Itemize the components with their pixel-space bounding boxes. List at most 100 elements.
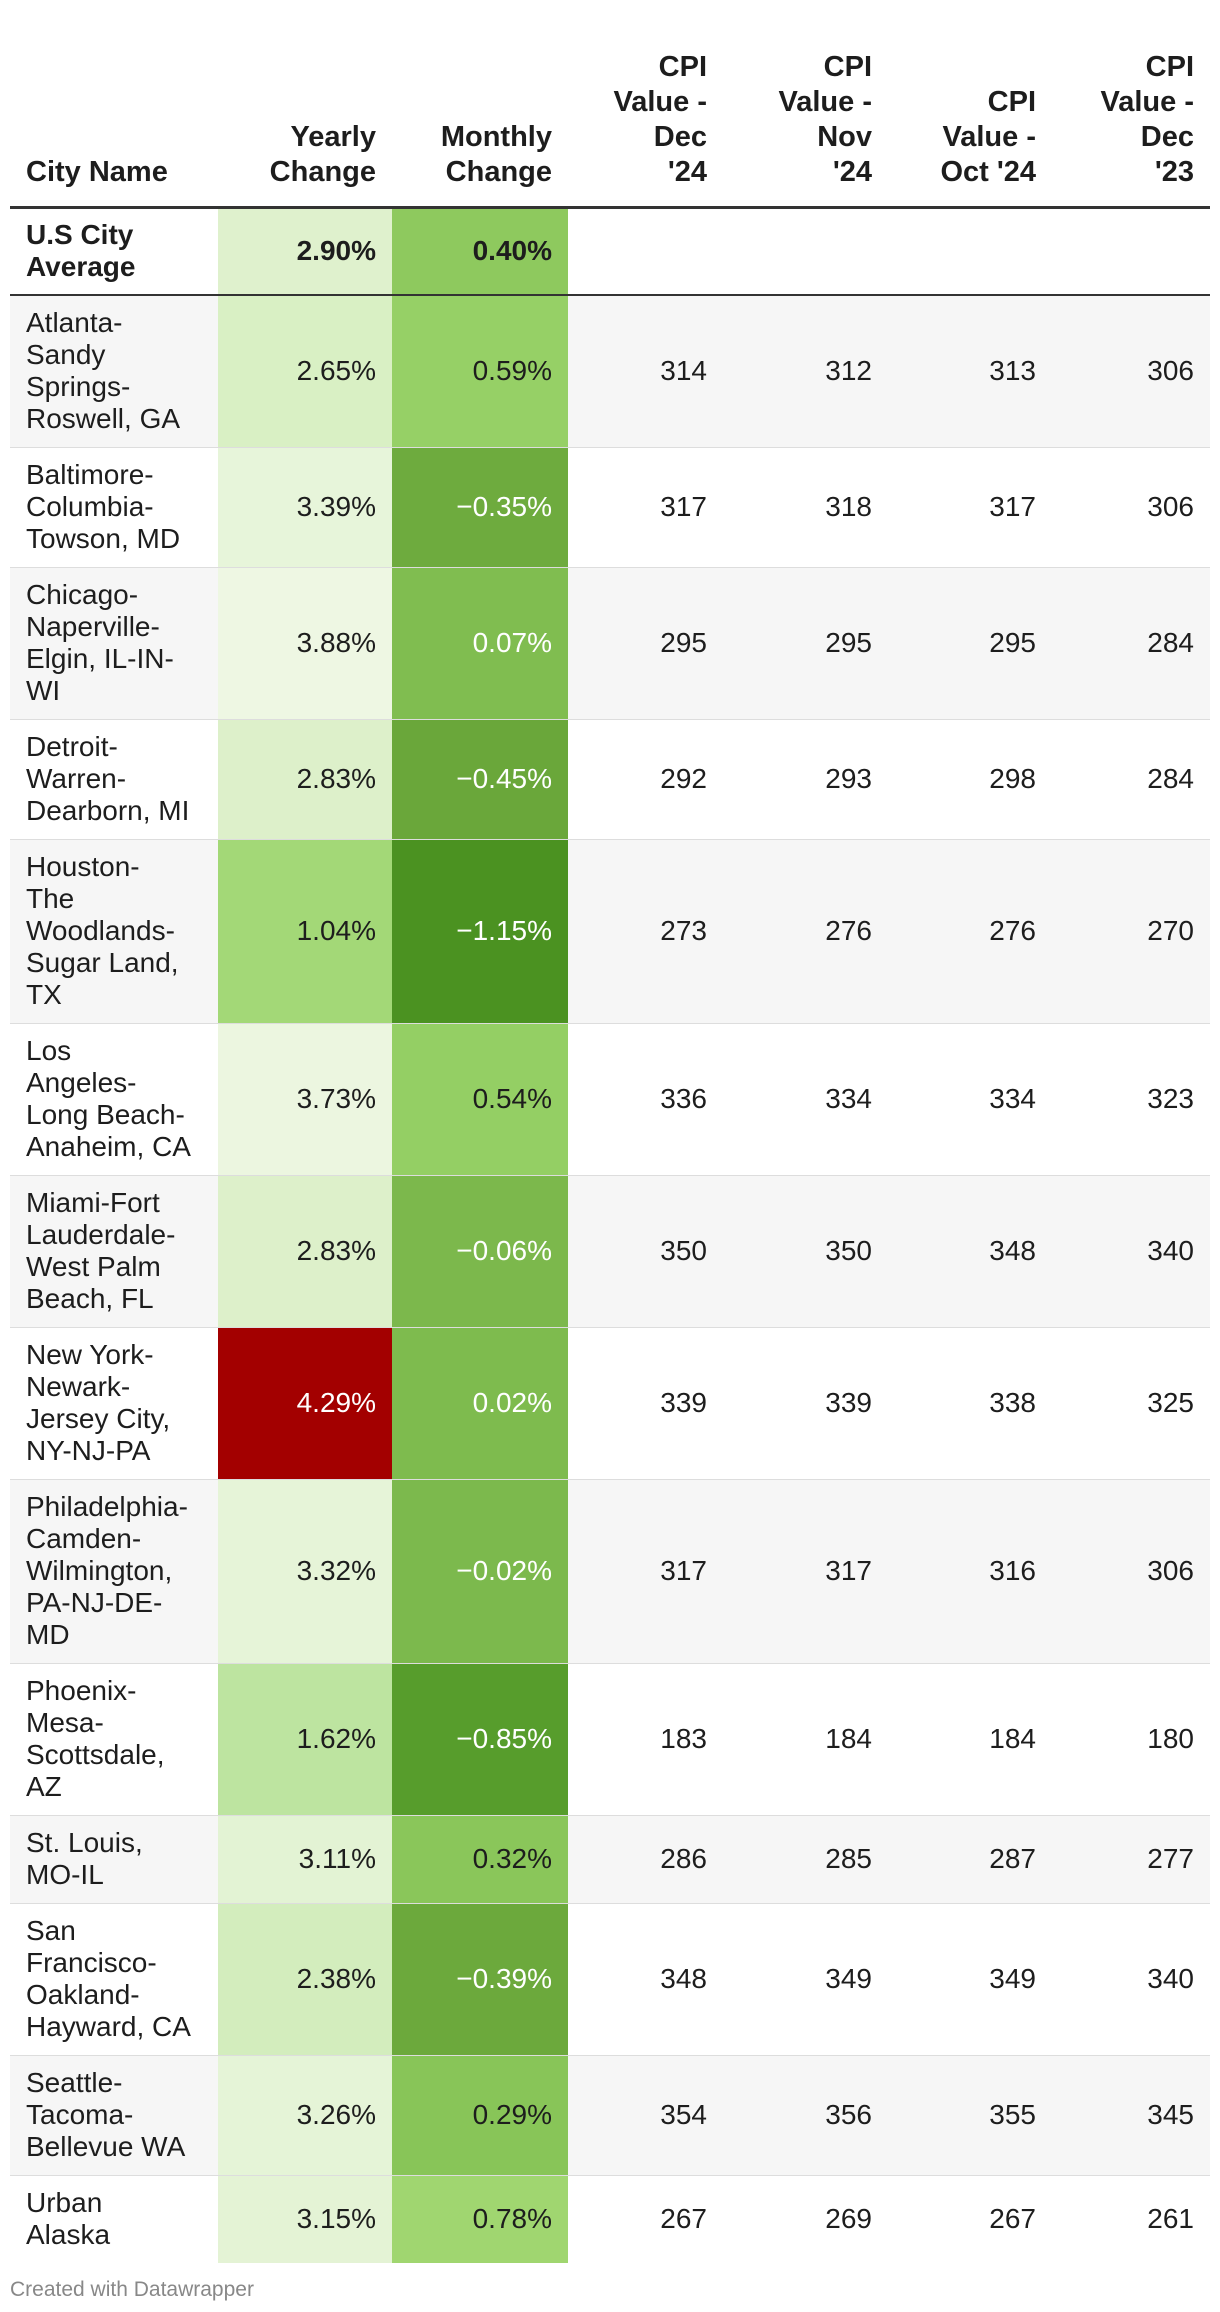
city-name-line: Sugar Land, bbox=[26, 947, 179, 978]
header-row: City Name Yearly Change Monthly Change CPI… bbox=[10, 20, 1210, 209]
cpi-dec-23-cell: 306 bbox=[1052, 295, 1210, 448]
cpi-dec-24-cell: 183 bbox=[568, 1663, 723, 1816]
yearly-change-cell: 2.83% bbox=[218, 719, 392, 840]
table-row: New York- Newark- Jersey City, NY-NJ-PA 4.29… bbox=[10, 1327, 1210, 1480]
column-header-cpi-dec-23[interactable]: CPI Value - Dec '23 bbox=[1052, 20, 1210, 209]
monthly-change-cell: 0.54% bbox=[392, 1023, 568, 1176]
city-name-cell: San Francisco- Oakland- Hayward, CA bbox=[10, 1903, 218, 2056]
city-name-cell: Houston- The Woodlands- Sugar Land, TX bbox=[10, 839, 218, 1024]
monthly-change-cell: 0.59% bbox=[392, 295, 568, 448]
cpi-oct-24-cell: 338 bbox=[888, 1327, 1052, 1480]
cpi-dec-24-cell: 314 bbox=[568, 295, 723, 448]
cpi-oct-24-cell: 348 bbox=[888, 1175, 1052, 1328]
cpi-dec-23-cell: 340 bbox=[1052, 1903, 1210, 2056]
cpi-nov-24-cell: 334 bbox=[723, 1023, 888, 1176]
column-header-cpi-oct-24[interactable]: CPI Value - Oct '24 bbox=[888, 20, 1052, 209]
city-name-cell: Baltimore- Columbia- Towson, MD bbox=[10, 447, 218, 568]
cpi-dec-24-cell: 348 bbox=[568, 1903, 723, 2056]
city-name-cell: Atlanta- Sandy Springs- Roswell, GA bbox=[10, 295, 218, 448]
cpi-dec-23-cell: 284 bbox=[1052, 719, 1210, 840]
table-row: Seattle- Tacoma- Bellevue WA 3.26% 0.29% 354 3… bbox=[10, 2055, 1210, 2176]
header-line: '23 bbox=[1154, 155, 1194, 188]
header-line: Oct '24 bbox=[940, 155, 1036, 188]
city-name-line: West Palm bbox=[26, 1251, 161, 1282]
yearly-change-cell: 3.39% bbox=[218, 447, 392, 568]
table-row: Houston- The Woodlands- Sugar Land, TX 1.04% −… bbox=[10, 839, 1210, 1024]
city-name-line: Warren- bbox=[26, 763, 127, 794]
city-name-line: Francisco- bbox=[26, 1947, 157, 1978]
city-name-line: Columbia- bbox=[26, 491, 154, 522]
city-name-line: Woodlands- bbox=[26, 915, 175, 946]
city-name-cell: Chicago- Naperville- Elgin, IL-IN- WI bbox=[10, 567, 218, 720]
column-header-yearly-change[interactable]: Yearly Change bbox=[218, 20, 392, 209]
city-name-line: U.S City bbox=[26, 219, 134, 251]
monthly-change-cell: −0.06% bbox=[392, 1175, 568, 1328]
cpi-nov-24-cell: 276 bbox=[723, 839, 888, 1024]
cpi-dec-24-cell: 336 bbox=[568, 1023, 723, 1176]
city-name-line: Lauderdale- bbox=[26, 1219, 176, 1250]
city-name-line: Mesa- bbox=[26, 1707, 104, 1738]
table-header: City Name Yearly Change Monthly Change CPI… bbox=[10, 20, 1210, 209]
monthly-change-cell: −0.02% bbox=[392, 1479, 568, 1664]
header-line: '24 bbox=[832, 155, 872, 188]
cpi-dec-24-cell bbox=[568, 207, 723, 296]
monthly-change-cell: 0.78% bbox=[392, 2175, 568, 2263]
cpi-nov-24-cell: 349 bbox=[723, 1903, 888, 2056]
table-row: San Francisco- Oakland- Hayward, CA 2.38% −0.… bbox=[10, 1903, 1210, 2056]
cpi-dec-24-cell: 317 bbox=[568, 1479, 723, 1664]
yearly-change-cell: 3.32% bbox=[218, 1479, 392, 1664]
city-name-line: TX bbox=[26, 979, 62, 1010]
city-name-line: Chicago- bbox=[26, 579, 139, 610]
average-row: U.S City Average 2.90% 0.40% bbox=[10, 207, 1210, 296]
header-line: '24 bbox=[667, 155, 707, 188]
header-line: Change bbox=[445, 155, 552, 188]
city-name-line: Tacoma- bbox=[26, 2099, 134, 2130]
city-name-line: WI bbox=[26, 675, 61, 706]
column-header-monthly-change[interactable]: Monthly Change bbox=[392, 20, 568, 209]
column-header-city-name[interactable]: City Name bbox=[10, 20, 218, 209]
city-name-line: Wilmington, bbox=[26, 1555, 173, 1586]
monthly-change-cell: 0.29% bbox=[392, 2055, 568, 2176]
yearly-change-cell: 2.65% bbox=[218, 295, 392, 448]
city-name-cell: Miami-Fort Lauderdale- West Palm Beach, FL bbox=[10, 1175, 218, 1328]
cpi-nov-24-cell bbox=[723, 207, 888, 296]
cpi-dec-24-cell: 317 bbox=[568, 447, 723, 568]
city-name-line: Los bbox=[26, 1035, 72, 1066]
cpi-oct-24-cell: 267 bbox=[989, 2203, 1036, 2235]
city-name-line: Baltimore- bbox=[26, 459, 154, 490]
city-name-cell: Urban Alaska bbox=[10, 2175, 218, 2263]
city-name-cell: Philadelphia- Camden- Wilmington, PA-NJ-DE-… bbox=[10, 1479, 218, 1664]
header-line: Change bbox=[269, 155, 376, 188]
city-name-line: Beach, FL bbox=[26, 1283, 154, 1314]
city-name-line: Bellevue WA bbox=[26, 2131, 186, 2162]
header-line: Value - bbox=[1100, 85, 1195, 118]
cpi-dec-23-cell: 180 bbox=[1052, 1663, 1210, 1816]
cpi-oct-24-cell: 287 bbox=[888, 1815, 1052, 1904]
column-header-cpi-nov-24[interactable]: CPI Value - Nov '24 bbox=[723, 20, 888, 209]
header-line: CPI bbox=[987, 85, 1036, 118]
city-name-line: Roswell, GA bbox=[26, 403, 181, 435]
cpi-dec-24-cell: 350 bbox=[568, 1175, 723, 1328]
cpi-dec-23-cell bbox=[1052, 207, 1210, 296]
table-row: Los Angeles- Long Beach- Anaheim, CA 3.73% 0.… bbox=[10, 1023, 1210, 1176]
yearly-change-cell: 4.29% bbox=[218, 1327, 392, 1480]
header-line: Nov bbox=[817, 120, 872, 153]
cpi-oct-24-cell: 298 bbox=[888, 719, 1052, 840]
cpi-nov-24-cell: 293 bbox=[723, 719, 888, 840]
yearly-change-cell: 3.11% bbox=[218, 1815, 392, 1904]
cpi-dec-24-cell: 267 bbox=[660, 2203, 707, 2235]
monthly-change-cell: 0.40% bbox=[392, 207, 568, 296]
table-row: Baltimore- Columbia- Towson, MD 3.39% −0.35%… bbox=[10, 447, 1210, 568]
column-header-cpi-dec-24[interactable]: CPI Value - Dec '24 bbox=[568, 20, 723, 209]
table-row: Detroit- Warren- Dearborn, MI 2.83% −0.45% 29… bbox=[10, 719, 1210, 840]
monthly-change-cell: 0.07% bbox=[392, 567, 568, 720]
cpi-oct-24-cell: 334 bbox=[888, 1023, 1052, 1176]
cpi-dec-23-cell: 261 bbox=[1147, 2203, 1194, 2235]
cpi-oct-24-cell: 317 bbox=[888, 447, 1052, 568]
city-name-line: Atlanta- bbox=[26, 307, 123, 339]
city-name-line: New York- bbox=[26, 1339, 154, 1370]
yearly-change-cell: 2.38% bbox=[218, 1903, 392, 2056]
monthly-change-cell: −0.85% bbox=[392, 1663, 568, 1816]
cpi-dec-23-cell: 306 bbox=[1052, 447, 1210, 568]
cpi-table: City Name Yearly Change Monthly Change CPI… bbox=[10, 20, 1210, 2263]
